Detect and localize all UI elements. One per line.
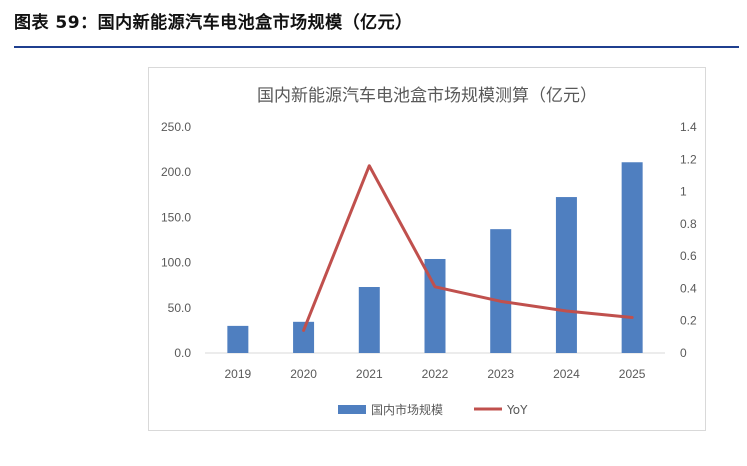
right-tick-label: 0.2 xyxy=(680,314,697,328)
legend: 国内市场规模 YoY xyxy=(338,402,528,417)
left-axis: 250.0 200.0 150.0 100.0 50.0 0.0 xyxy=(161,120,191,360)
x-axis: 2019 2020 2021 2022 2023 2024 2025 xyxy=(225,367,646,381)
right-tick-label: 0.8 xyxy=(680,217,697,231)
left-tick-label: 200.0 xyxy=(161,165,191,179)
bar-series xyxy=(227,162,643,353)
x-tick-label: 2022 xyxy=(422,367,449,381)
left-tick-label: 50.0 xyxy=(168,301,192,315)
x-tick-label: 2019 xyxy=(225,367,252,381)
right-tick-label: 1.2 xyxy=(680,152,697,166)
bar xyxy=(358,287,380,353)
right-tick-label: 0.4 xyxy=(680,281,697,295)
right-tick-label: 1 xyxy=(680,185,687,199)
right-tick-label: 1.4 xyxy=(680,120,697,134)
left-tick-label: 0.0 xyxy=(174,346,191,360)
legend-label-bar: 国内市场规模 xyxy=(371,402,443,417)
figure-header xyxy=(14,8,739,48)
left-tick-label: 250.0 xyxy=(161,120,191,134)
chart-title: 国内新能源汽车电池盒市场规模测算（亿元） xyxy=(257,86,597,106)
bar xyxy=(293,321,315,353)
bar xyxy=(490,229,512,353)
bar xyxy=(424,258,446,353)
bar xyxy=(555,197,577,353)
x-tick-label: 2021 xyxy=(356,367,383,381)
yoy-series xyxy=(302,164,634,332)
x-tick-label: 2025 xyxy=(619,367,646,381)
legend-label-yoy: YoY xyxy=(506,403,528,417)
bar xyxy=(621,162,643,353)
figure-title: 图表 59：国内新能源汽车电池盒市场规模（亿元） xyxy=(14,13,413,33)
left-tick-label: 150.0 xyxy=(161,210,191,224)
bar xyxy=(227,325,249,353)
chart-frame xyxy=(148,67,706,431)
legend-swatch-bar xyxy=(338,405,366,414)
right-tick-label: 0.6 xyxy=(680,249,697,263)
yoy-line-path xyxy=(302,164,634,332)
left-tick-label: 100.0 xyxy=(161,256,191,270)
right-axis: 1.4 1.2 1 0.8 0.6 0.4 0.2 0 xyxy=(680,120,697,360)
x-tick-label: 2024 xyxy=(553,367,580,381)
x-tick-label: 2023 xyxy=(487,367,514,381)
x-tick-label: 2020 xyxy=(290,367,317,381)
right-tick-label: 0 xyxy=(680,346,687,360)
